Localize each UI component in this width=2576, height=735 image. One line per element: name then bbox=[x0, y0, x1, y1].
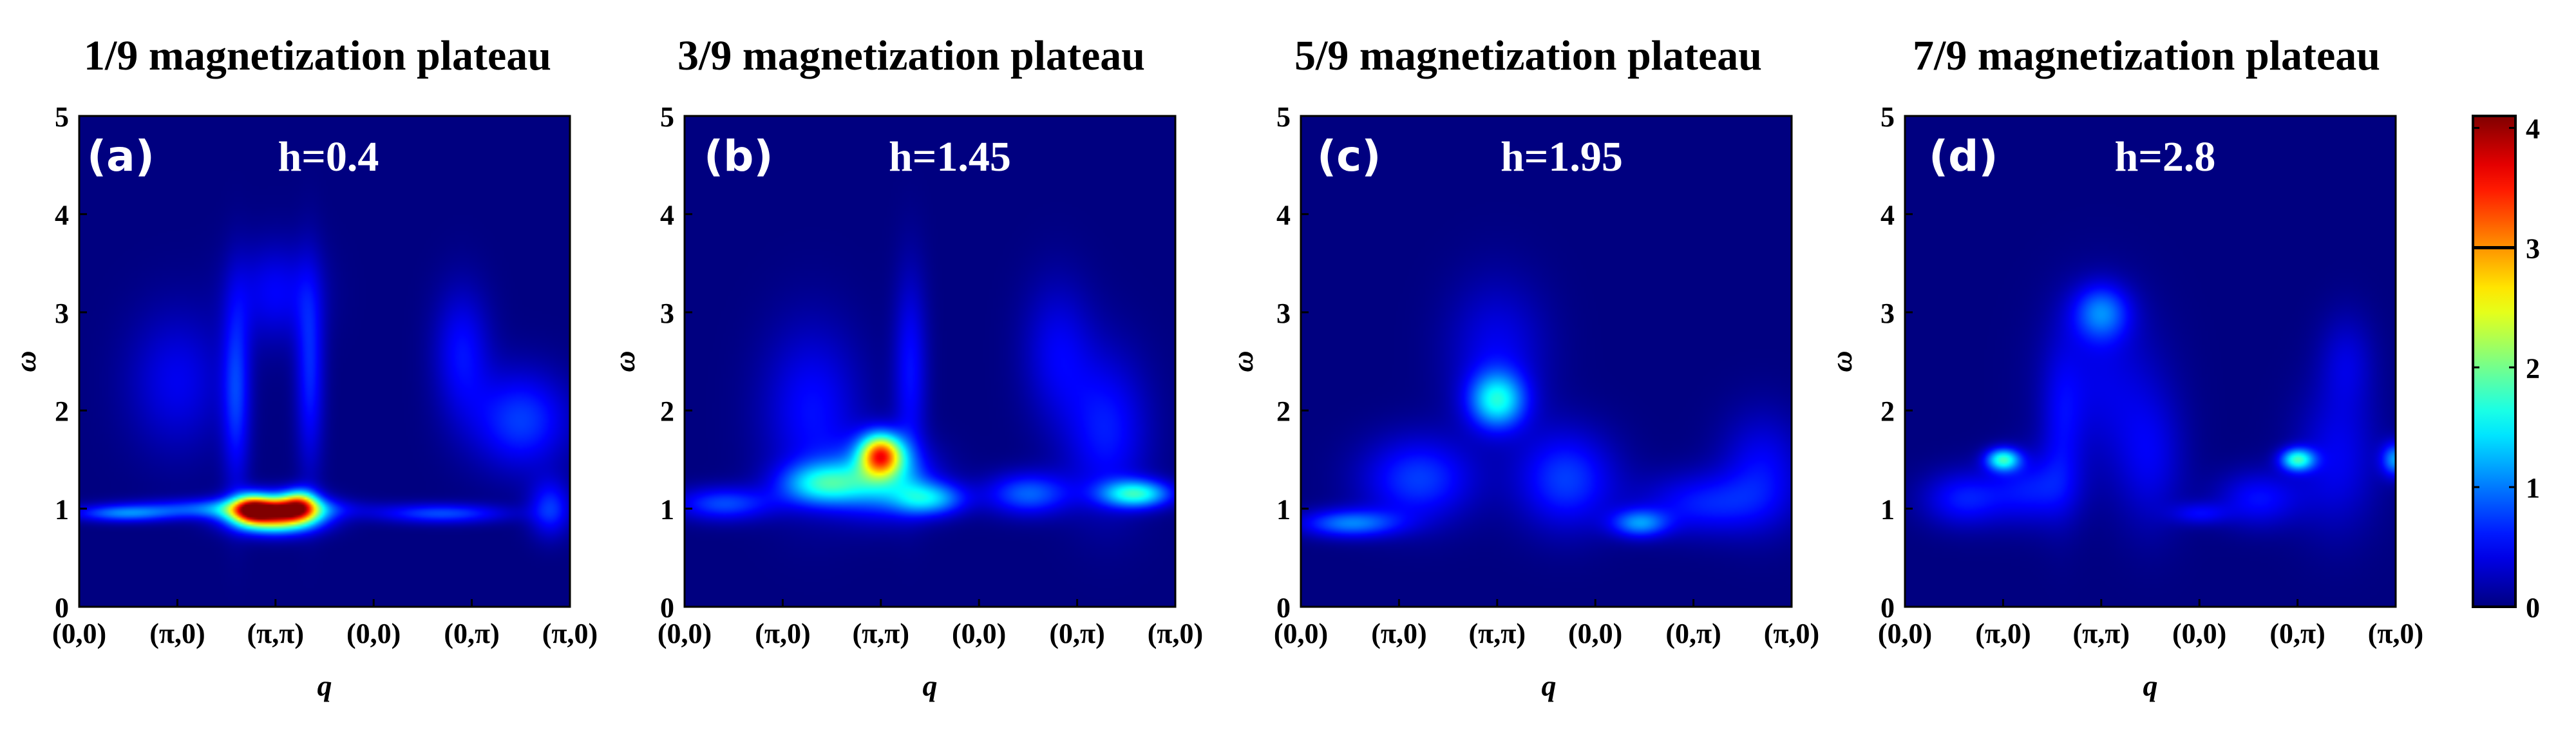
plot-frame bbox=[683, 115, 1177, 608]
x-axis-label: q bbox=[923, 669, 938, 702]
x-tick-label: (π,0) bbox=[755, 618, 810, 649]
panel-label: (b) bbox=[704, 131, 773, 181]
y-axis-label: ω bbox=[1226, 350, 1259, 372]
x-tick-label: (0,π) bbox=[444, 618, 499, 649]
y-tick-label: 3 bbox=[660, 298, 674, 329]
x-tick-label: (0,0) bbox=[52, 618, 106, 649]
x-tick-label: (π,0) bbox=[542, 618, 598, 649]
panel-b: 3/9 magnetization plateau (b) h=1.45 0 1 2… bbox=[608, 32, 1203, 702]
colorbar-tick-label: 4 bbox=[2526, 113, 2540, 145]
x-axis: (0,0) (π,0) (π,π) (0,0) (0,π) (π,0) bbox=[1878, 599, 2423, 649]
x-axis-label: q bbox=[317, 669, 332, 702]
plot-frame bbox=[78, 115, 571, 608]
panel-title: 1/9 magnetization plateau bbox=[84, 32, 551, 79]
field-annotation: h=1.45 bbox=[889, 133, 1011, 180]
y-tick-label: 1 bbox=[660, 494, 674, 526]
x-axis: (0,0) (π,0) (π,π) (0,0) (0,π) (π,0) bbox=[52, 599, 598, 649]
colorbar-ticks: 0 1 2 3 4 bbox=[2473, 113, 2540, 624]
panel-label: (c) bbox=[1317, 131, 1381, 181]
x-tick-label: (π,0) bbox=[1148, 618, 1203, 649]
panel-a: 1/9 magnetization plateau (a) h=0.4 0 1 2 3… bbox=[9, 32, 598, 702]
y-tick-label: 5 bbox=[1880, 101, 1895, 133]
y-tick-label: 2 bbox=[1276, 396, 1291, 427]
field-annotation: h=1.95 bbox=[1501, 133, 1623, 180]
panel-title: 3/9 magnetization plateau bbox=[677, 32, 1145, 79]
y-tick-label: 1 bbox=[55, 494, 69, 526]
colorbar-tick-label: 3 bbox=[2526, 233, 2540, 264]
x-tick-label: (π,0) bbox=[1975, 618, 2031, 649]
y-tick-label: 4 bbox=[1276, 199, 1291, 231]
y-axis-label: ω bbox=[608, 350, 641, 372]
x-tick-label: (0,0) bbox=[952, 618, 1006, 649]
x-tick-label: (0,0) bbox=[1568, 618, 1622, 649]
x-tick-label: (π,π) bbox=[853, 618, 910, 649]
y-tick-label: 0 bbox=[55, 592, 69, 624]
plot-frame bbox=[1300, 115, 1793, 608]
y-tick-label: 3 bbox=[1880, 298, 1895, 329]
y-axis: 0 1 2 3 4 5 bbox=[1276, 101, 1309, 624]
y-tick-label: 2 bbox=[660, 396, 674, 427]
x-tick-label: (0,0) bbox=[1878, 618, 1932, 649]
x-axis-label: q bbox=[1542, 669, 1557, 702]
y-tick-label: 5 bbox=[55, 101, 69, 133]
y-tick-label: 3 bbox=[55, 298, 69, 329]
y-tick-label: 0 bbox=[1276, 592, 1291, 624]
colorbar-gradient bbox=[2473, 116, 2515, 607]
colorbar-tick-label: 1 bbox=[2526, 472, 2540, 504]
y-tick-label: 2 bbox=[1880, 396, 1895, 427]
x-tick-label: (0,0) bbox=[346, 618, 401, 649]
heatmap-image bbox=[1905, 116, 2396, 607]
y-axis: 0 1 2 3 4 5 bbox=[660, 101, 692, 624]
field-annotation: h=0.4 bbox=[278, 133, 379, 180]
y-tick-label: 4 bbox=[55, 199, 69, 231]
y-tick-label: 1 bbox=[1276, 494, 1291, 526]
x-tick-label: (0,0) bbox=[658, 618, 712, 649]
y-tick-label: 5 bbox=[1276, 101, 1291, 133]
colorbar: 0 1 2 3 4 bbox=[2472, 113, 2540, 624]
heatmap-image bbox=[1301, 116, 1792, 607]
heatmap-image bbox=[79, 116, 570, 607]
x-tick-label: (0,π) bbox=[2269, 618, 2325, 649]
panel-title: 7/9 magnetization plateau bbox=[1913, 32, 2380, 79]
colorbar-tick-label: 0 bbox=[2526, 592, 2540, 624]
y-axis-label: ω bbox=[1825, 350, 1858, 372]
x-tick-label: (π,0) bbox=[2368, 618, 2423, 649]
x-tick-label: (0,π) bbox=[1049, 618, 1104, 649]
y-tick-label: 1 bbox=[1880, 494, 1895, 526]
x-tick-label: (π,0) bbox=[1764, 618, 1819, 649]
panel-c: 5/9 magnetization plateau (c) h=1.95 0 1 2… bbox=[1226, 32, 1819, 702]
plot-frame bbox=[1904, 115, 2397, 608]
y-tick-label: 2 bbox=[55, 396, 69, 427]
colorbar-frame bbox=[2472, 115, 2517, 608]
panel-label: (d) bbox=[1929, 131, 1998, 181]
x-tick-label: (π,π) bbox=[2073, 618, 2130, 649]
y-tick-label: 4 bbox=[660, 199, 674, 231]
x-axis: (0,0) (π,0) (π,π) (0,0) (0,π) (π,0) bbox=[658, 599, 1203, 649]
y-tick-label: 4 bbox=[1880, 199, 1895, 231]
y-tick-label: 0 bbox=[1880, 592, 1895, 624]
y-axis: 0 1 2 3 4 5 bbox=[55, 101, 87, 624]
y-axis: 0 1 2 3 4 5 bbox=[1880, 101, 1913, 624]
colorbar-tick-label: 2 bbox=[2526, 352, 2540, 384]
x-tick-label: (0,0) bbox=[1274, 618, 1328, 649]
x-tick-label: (0,0) bbox=[2172, 618, 2226, 649]
field-annotation: h=2.8 bbox=[2115, 133, 2216, 180]
panel-title: 5/9 magnetization plateau bbox=[1294, 32, 1762, 79]
x-tick-label: (π,0) bbox=[1371, 618, 1426, 649]
x-tick-label: (π,0) bbox=[149, 618, 205, 649]
x-tick-label: (π,π) bbox=[247, 618, 305, 649]
y-tick-label: 3 bbox=[1276, 298, 1291, 329]
heatmap-image bbox=[685, 116, 1175, 607]
x-axis: (0,0) (π,0) (π,π) (0,0) (0,π) (π,0) bbox=[1274, 599, 1819, 649]
x-tick-label: (π,π) bbox=[1469, 618, 1526, 649]
y-tick-label: 5 bbox=[660, 101, 674, 133]
y-axis-label: ω bbox=[9, 350, 42, 372]
panel-d: 7/9 magnetization plateau (d) h=2.8 0 1 2 3… bbox=[1825, 32, 2423, 702]
y-tick-label: 0 bbox=[660, 592, 674, 624]
x-tick-label: (0,π) bbox=[1665, 618, 1721, 649]
panel-label: (a) bbox=[87, 131, 155, 181]
x-axis-label: q bbox=[2143, 669, 2158, 702]
